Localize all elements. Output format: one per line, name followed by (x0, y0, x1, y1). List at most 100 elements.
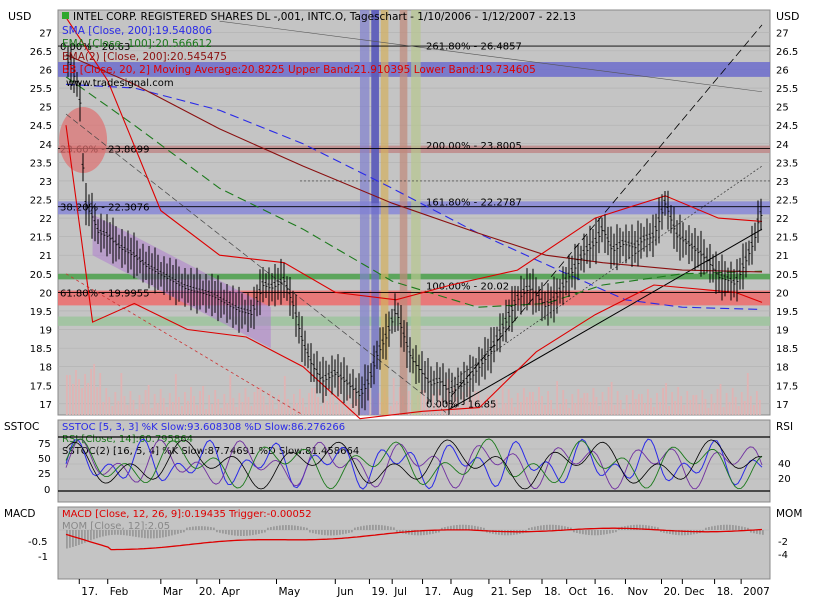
x-tick-label: May (279, 586, 301, 598)
volume-bar (368, 389, 371, 415)
momentum-bar (495, 530, 497, 535)
momentum-bar (300, 526, 302, 530)
momentum-bar (189, 527, 191, 530)
volume-bar (268, 391, 271, 415)
volume-bar (580, 398, 583, 415)
momentum-bar (354, 527, 356, 530)
y-tick-right: 20.5 (776, 270, 798, 281)
volume-bar (132, 400, 135, 415)
momentum-bar (201, 526, 203, 530)
legend-line-2: EMA [Close, 100]:20.566612 (62, 38, 212, 50)
volume-bar (504, 403, 507, 415)
momentum-bar (531, 527, 533, 530)
y-tick-left: 20.5 (30, 270, 52, 281)
momentum-bar (471, 525, 473, 530)
momentum-bar (651, 526, 653, 530)
trend-line-dashed (450, 24, 763, 397)
momentum-bar (153, 530, 155, 539)
volume-bar (616, 391, 619, 415)
volume-bar (532, 392, 534, 415)
legend-line-5: www.tradesignal.com (66, 78, 174, 89)
momentum-bar (219, 530, 221, 533)
volume-bar (758, 400, 761, 415)
momentum-bar (453, 525, 455, 530)
momentum-bar (285, 525, 287, 530)
volume-bar (556, 381, 559, 415)
momentum-bar (603, 530, 605, 535)
volume-bar (653, 407, 655, 415)
momentum-bar (729, 524, 731, 530)
momentum-bar (762, 530, 764, 535)
time-zone-band (380, 10, 389, 415)
momentum-bar (432, 530, 434, 534)
volume-bar (138, 395, 141, 415)
x-tick-label: Aug (453, 586, 474, 598)
momentum-bar (96, 530, 98, 539)
momentum-bar (90, 530, 92, 541)
momentum-bar (759, 530, 761, 535)
momentum-bar (537, 525, 539, 530)
momentum-bar (669, 530, 671, 535)
osc-left-label: SSTOC (4, 421, 39, 433)
volume-bar (619, 400, 622, 415)
volume-bar (716, 389, 719, 415)
volume-bar (193, 396, 195, 415)
volume-bar (595, 397, 598, 415)
y-tick-left: 19.5 (30, 307, 52, 318)
momentum-bar (132, 530, 134, 537)
momentum-bar (612, 530, 614, 533)
ema200-line (65, 54, 763, 273)
legend-line-3: EMA(2) [Close, 200]:20.545475 (62, 51, 227, 63)
volume-bar (326, 401, 329, 415)
volume-bar (643, 403, 646, 415)
volume-bar (474, 391, 477, 415)
volume-bar (75, 370, 77, 415)
momentum-bar (105, 530, 107, 536)
volume-bar (356, 399, 359, 415)
momentum-bar (630, 525, 632, 530)
momentum-bar (663, 530, 665, 533)
volume-bar (238, 393, 241, 415)
momentum-bar (750, 530, 752, 533)
y-tick-right: 22 (776, 214, 789, 225)
volume-bar (459, 406, 462, 415)
momentum-bar (435, 530, 437, 534)
volume-bar (420, 390, 422, 415)
volume-bar (565, 399, 568, 415)
volume-bar (519, 402, 522, 415)
y-tick-left: 23.5 (30, 158, 52, 169)
volume-bar (719, 384, 722, 415)
momentum-bar (171, 530, 173, 536)
volume-bar (283, 376, 286, 415)
volume-bar (171, 402, 174, 415)
volume-bar (547, 391, 549, 415)
momentum-bar (81, 530, 83, 544)
momentum-bar (459, 524, 461, 530)
left-currency-label: USD (8, 10, 32, 23)
volume-bar (165, 407, 168, 415)
momentum-bar (186, 527, 188, 530)
momentum-bar (207, 526, 209, 530)
volume-bar (722, 407, 725, 415)
trend-line-dashed (65, 113, 450, 416)
volume-bar (471, 396, 474, 415)
momentum-bar (147, 530, 149, 539)
volume-bar (126, 405, 129, 415)
osc-left-tick-0: 0 (44, 485, 50, 496)
osc-left-tick-25: 25 (38, 469, 51, 480)
momentum-bar (255, 530, 257, 535)
macd-left-tick-0: -0.5 (28, 537, 48, 548)
y-tick-left: 26 (39, 65, 52, 76)
volume-bar (731, 388, 734, 415)
osc-legend-2: SSTOC(2) [16, 5, 4] %K Slow:87.74691 %D … (62, 446, 359, 457)
stoch2-line (65, 439, 763, 490)
osc-right-tick-40: 40 (778, 459, 791, 470)
volume-bar (674, 401, 677, 415)
volume-bar (308, 393, 310, 415)
momentum-bar (555, 524, 557, 530)
volume-bar (453, 388, 456, 415)
momentum-bar (357, 526, 359, 530)
volume-bar (168, 393, 171, 415)
momentum-bar (558, 525, 560, 530)
momentum-bar (198, 526, 200, 530)
